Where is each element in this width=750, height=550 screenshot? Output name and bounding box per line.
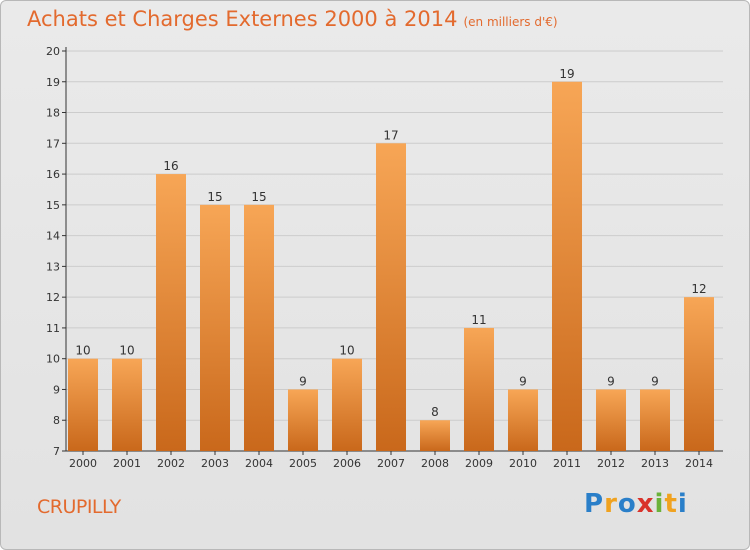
x-tick-label: 2010 xyxy=(509,457,537,470)
y-tick-label: 12 xyxy=(46,291,60,304)
commune-name: CRUPILLY xyxy=(37,496,121,518)
y-tick-label: 7 xyxy=(53,445,60,458)
logo-letter: t xyxy=(664,489,678,519)
bar xyxy=(552,81,582,452)
logo-letter: P xyxy=(584,489,605,519)
bar xyxy=(156,174,186,452)
y-tick-label: 19 xyxy=(46,76,60,89)
x-tick-label: 2008 xyxy=(421,457,449,470)
bar xyxy=(332,358,362,451)
data-label: 17 xyxy=(383,128,398,142)
y-tick-label: 18 xyxy=(46,107,60,120)
title-text: Achats et Charges Externes 2000 à 2014 xyxy=(27,7,458,31)
logo-letter: i xyxy=(654,489,665,519)
x-tick-label: 2007 xyxy=(377,457,405,470)
x-tick-label: 2012 xyxy=(597,457,625,470)
bar xyxy=(508,389,538,451)
unit-note: (en milliers d'€) xyxy=(463,15,558,29)
x-tick-label: 2000 xyxy=(69,457,97,470)
data-label: 9 xyxy=(651,374,659,388)
y-tick-label: 20 xyxy=(46,45,60,58)
y-tick-label: 16 xyxy=(46,168,60,181)
data-label: 10 xyxy=(119,344,134,358)
data-label: 15 xyxy=(207,190,222,204)
data-label: 10 xyxy=(75,344,90,358)
data-label: 16 xyxy=(163,159,178,173)
bar xyxy=(376,143,406,452)
chart-title: Achats et Charges Externes 2000 à 2014 (e… xyxy=(27,7,558,31)
x-tick-label: 2003 xyxy=(201,457,229,470)
bar xyxy=(68,358,98,451)
bar xyxy=(112,358,142,451)
data-label: 12 xyxy=(691,282,706,296)
bar xyxy=(200,204,230,451)
x-tick-label: 2013 xyxy=(641,457,669,470)
bar xyxy=(464,327,494,451)
bar xyxy=(420,420,450,451)
x-tick-label: 2006 xyxy=(333,457,361,470)
x-tick-label: 2002 xyxy=(157,457,185,470)
x-tick-label: 2001 xyxy=(113,457,141,470)
bar xyxy=(640,389,670,451)
data-label: 15 xyxy=(251,190,266,204)
y-tick-label: 14 xyxy=(46,230,60,243)
x-tick-label: 2014 xyxy=(685,457,713,470)
logo-letter: o xyxy=(617,489,637,519)
data-label: 8 xyxy=(431,405,439,419)
x-tick-label: 2011 xyxy=(553,457,581,470)
data-label: 9 xyxy=(519,374,527,388)
data-label: 19 xyxy=(559,67,574,81)
logo-letter: i xyxy=(677,489,688,519)
logo-letter: r xyxy=(604,489,618,519)
x-tick-label: 2005 xyxy=(289,457,317,470)
y-tick-label: 9 xyxy=(53,383,60,396)
y-tick-label: 17 xyxy=(46,137,60,150)
y-tick-label: 10 xyxy=(46,353,60,366)
bar xyxy=(596,389,626,451)
data-label: 9 xyxy=(607,374,615,388)
proxiti-logo: Proxiti xyxy=(584,489,688,519)
y-tick-label: 13 xyxy=(46,260,60,273)
x-tick-label: 2009 xyxy=(465,457,493,470)
data-label: 9 xyxy=(299,374,307,388)
x-tick-label: 2004 xyxy=(245,457,273,470)
data-label: 10 xyxy=(339,344,354,358)
bar xyxy=(244,204,274,451)
y-tick-label: 8 xyxy=(53,414,60,427)
bar xyxy=(684,297,714,451)
y-tick-label: 15 xyxy=(46,199,60,212)
data-label: 11 xyxy=(471,313,486,327)
bar xyxy=(288,389,318,451)
y-tick-label: 11 xyxy=(46,322,60,335)
logo-letter: x xyxy=(636,489,655,519)
